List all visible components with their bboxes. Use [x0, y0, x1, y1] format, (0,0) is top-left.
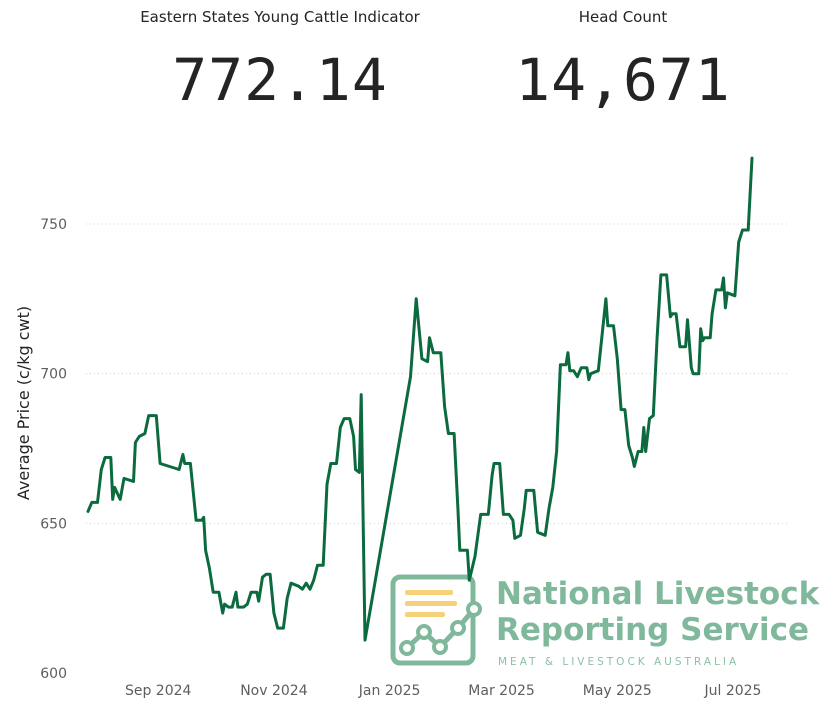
- watermark-title-line2: Reporting Service: [496, 612, 809, 648]
- kpi-label-indicator: Eastern States Young Cattle Indicator: [140, 8, 420, 26]
- x-tick-label: Jan 2025: [358, 683, 421, 699]
- y-tick-label: 600: [40, 666, 67, 682]
- watermark-doc-line: [405, 612, 445, 617]
- watermark-node: [466, 601, 482, 617]
- kpi-label-head-count: Head Count: [578, 8, 668, 26]
- price-line-series: [86, 156, 754, 642]
- y-tick-label: 650: [40, 516, 67, 532]
- x-axis-ticks: Sep 2024 Nov 2024 Jan 2025 Mar 2025 May 2025…: [125, 683, 762, 699]
- watermark-doc-line: [405, 590, 453, 595]
- x-tick-label: Sep 2024: [125, 683, 192, 699]
- watermark-doc-icon: [390, 574, 476, 666]
- y-tick-label: 700: [40, 367, 67, 383]
- x-tick-label: Mar 2025: [468, 683, 535, 699]
- x-tick-label: Jul 2025: [703, 683, 761, 699]
- watermark-doc-line: [405, 601, 457, 606]
- gridlines: [86, 223, 790, 524]
- y-axis-ticks: 600 650 700 750: [40, 217, 67, 682]
- watermark-node: [416, 624, 432, 640]
- nlrs-watermark: National Livestock Reporting Service MEA…: [390, 574, 821, 668]
- y-tick-label: 750: [40, 217, 67, 233]
- watermark-node: [450, 620, 466, 636]
- x-tick-label: Nov 2024: [240, 683, 307, 699]
- watermark-node: [432, 639, 448, 655]
- watermark-title-line1: National Livestock: [496, 576, 821, 612]
- y-axis-title: Average Price (c/kg cwt): [14, 306, 33, 500]
- kpi-value-indicator: 772.14: [172, 46, 388, 114]
- kpi-value-head-count: 14,671: [515, 46, 731, 114]
- watermark-subtitle: MEAT & LIVESTOCK AUSTRALIA: [498, 656, 739, 668]
- watermark-node: [399, 640, 415, 656]
- x-tick-label: May 2025: [583, 683, 652, 699]
